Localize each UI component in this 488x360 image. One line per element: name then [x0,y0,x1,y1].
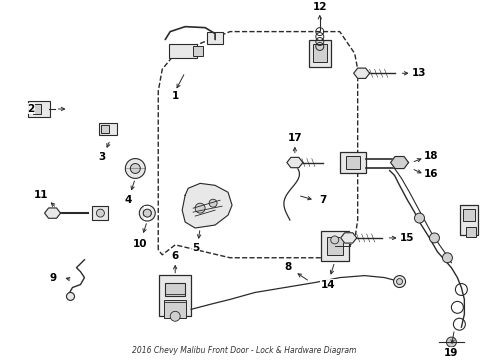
Text: 10: 10 [133,239,147,249]
Text: 12: 12 [312,2,326,12]
Text: 1: 1 [171,91,179,101]
Circle shape [195,203,204,213]
Bar [345,156,359,170]
Text: 4: 4 [124,195,132,205]
Circle shape [442,253,451,263]
Bar [312,45,326,62]
Circle shape [143,209,151,217]
Circle shape [330,236,338,244]
Bar [27,101,49,117]
Bar [326,237,342,255]
Text: 6: 6 [171,251,179,261]
Bar [463,209,474,221]
Bar [459,205,477,235]
Bar [165,283,185,296]
Circle shape [170,311,180,321]
Text: 18: 18 [424,150,438,161]
Text: 2016 Chevy Malibu Front Door - Lock & Hardware Diagram: 2016 Chevy Malibu Front Door - Lock & Ha… [132,346,355,355]
Polygon shape [44,208,61,218]
Circle shape [66,292,74,300]
Text: 9: 9 [50,273,57,283]
Bar [320,231,348,261]
Polygon shape [340,233,356,243]
Text: 8: 8 [284,262,291,272]
Circle shape [393,276,405,288]
Circle shape [139,205,155,221]
Bar [159,275,191,316]
Circle shape [125,158,145,179]
Text: 11: 11 [33,190,48,200]
Bar [308,40,330,67]
Polygon shape [182,183,232,228]
Polygon shape [286,157,302,168]
Circle shape [396,279,402,284]
Bar [169,45,197,58]
Text: 13: 13 [411,68,426,78]
Bar [33,104,41,114]
Bar [92,206,108,220]
Bar [193,46,203,57]
Text: 14: 14 [320,279,334,289]
Polygon shape [390,157,407,168]
Text: 19: 19 [443,348,458,358]
Bar [339,152,365,174]
Text: 16: 16 [424,170,438,179]
Circle shape [130,163,140,174]
Circle shape [428,233,439,243]
Bar [99,123,117,135]
Circle shape [414,213,424,223]
Text: 2: 2 [27,104,34,114]
Bar [144,206,150,220]
Text: 17: 17 [287,133,302,143]
Bar [101,125,109,133]
Text: 7: 7 [319,195,326,205]
Circle shape [209,199,217,207]
Polygon shape [353,68,369,78]
Text: 15: 15 [400,233,414,243]
Circle shape [96,209,104,217]
Bar [207,32,223,44]
Circle shape [446,337,455,347]
Circle shape [143,209,151,217]
Bar [164,300,186,318]
Text: 5: 5 [192,243,200,253]
Bar [466,227,475,237]
Text: 3: 3 [99,152,106,162]
